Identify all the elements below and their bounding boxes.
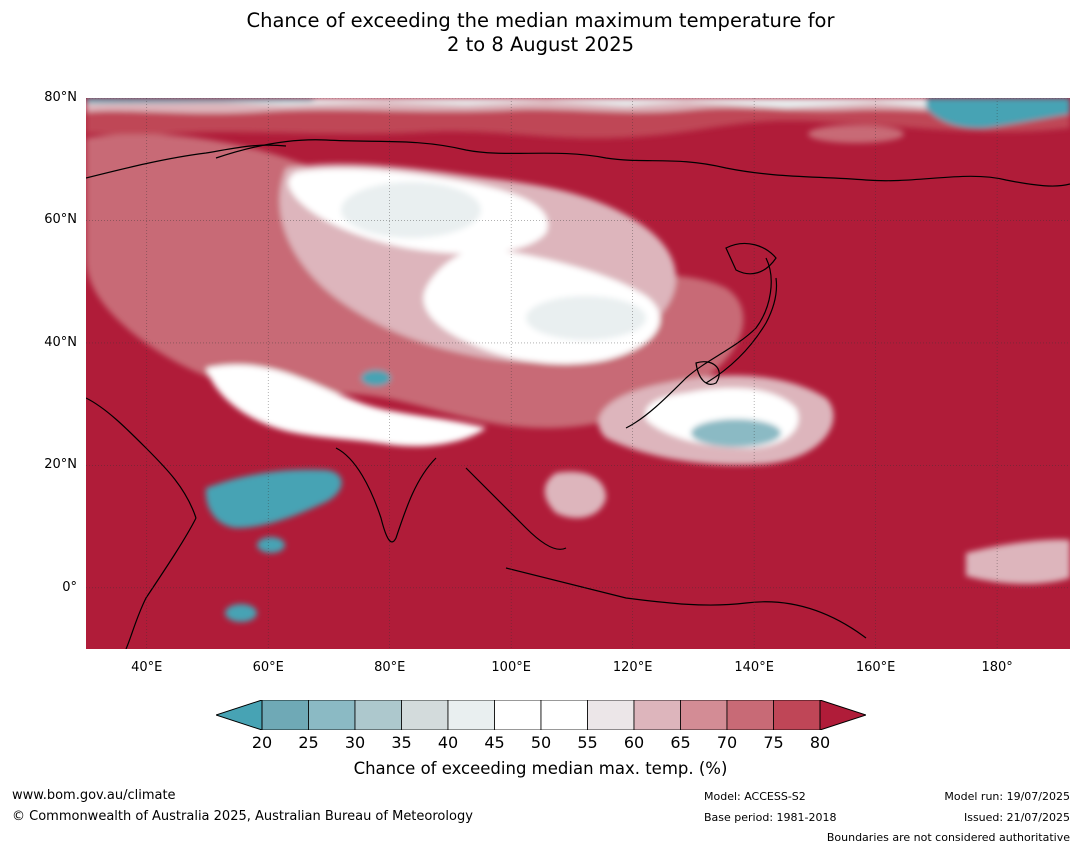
colorbar-cell-2 xyxy=(354,700,402,730)
arctic-band-40 xyxy=(86,98,1070,110)
coastline-okhotsk xyxy=(725,243,777,275)
lon-tick-label-6: 160°E xyxy=(855,660,896,675)
colorbar-cell-4 xyxy=(447,700,495,730)
chart-title-line-2: 2 to 8 August 2025 xyxy=(446,33,635,56)
map-canvas xyxy=(86,98,1070,649)
arabian-sea-cold-2 xyxy=(257,537,285,553)
colorbar-tick-10: 70 xyxy=(716,733,738,752)
lat-tick-label-1: 60°N xyxy=(44,212,77,228)
colorbar-cell-3 xyxy=(401,700,449,730)
arabian-sea-cold xyxy=(205,469,342,528)
colorbar-cell-1 xyxy=(308,700,356,730)
colorbar xyxy=(216,700,866,730)
philippine-sea-60 xyxy=(544,471,606,518)
lat-tick-label-3: 20°N xyxy=(44,457,77,473)
colorbar-tick-0: 20 xyxy=(251,733,273,752)
colorbar-tick-1: 25 xyxy=(298,733,319,752)
lat-tick-label-0: 80°N xyxy=(44,90,77,105)
tibet-50 xyxy=(206,364,486,447)
subtropics-cool xyxy=(691,419,781,447)
pacific-east-60 xyxy=(966,539,1070,584)
disclaimer-text: Boundaries are not considered authoritat… xyxy=(826,831,1070,844)
arctic-cold-east xyxy=(926,98,1070,129)
colorbar-tick-11: 75 xyxy=(763,733,784,752)
lon-tick-label-2: 80°E xyxy=(374,660,406,675)
colorbar-cell-9 xyxy=(680,700,728,730)
probability-field xyxy=(86,98,1070,622)
lon-tick-label-3: 100°E xyxy=(491,660,531,675)
coastline-arabia xyxy=(86,397,197,519)
mongolia-45 xyxy=(526,296,646,340)
website-link[interactable]: www.bom.gov.au/climate xyxy=(12,788,176,803)
coastline-east-africa xyxy=(125,517,197,649)
graticule xyxy=(86,98,1070,649)
coastline-india xyxy=(335,447,437,543)
colorbar-tick-8: 60 xyxy=(623,733,645,752)
colorbar-label: Chance of exceeding median max. temp. (%… xyxy=(353,759,728,778)
issued-text: Issued: 21/07/2025 xyxy=(963,811,1070,824)
model-run-text: Model run: 19/07/2025 xyxy=(944,790,1070,803)
probability-map xyxy=(86,98,1070,649)
colorbar-over-triangle xyxy=(819,700,866,730)
colorbar-cell-7 xyxy=(587,700,635,730)
colorbar-cell-8 xyxy=(633,700,681,730)
lon-tick-label-0: 40°E xyxy=(131,660,163,675)
model-text: Model: ACCESS-S2 xyxy=(704,790,806,803)
lon-tick-label-1: 60°E xyxy=(252,660,284,675)
colorbar-cell-11 xyxy=(773,700,821,730)
colorbar-tick-9: 65 xyxy=(670,733,691,752)
colorbar-cell-6 xyxy=(540,700,588,730)
west-siberia-45 xyxy=(341,182,481,238)
copyright-text: © Commonwealth of Australia 2025, Austra… xyxy=(12,809,473,824)
coastline-east-asia xyxy=(625,257,772,429)
coastline-arctic xyxy=(215,139,1070,187)
colorbar-cells xyxy=(261,700,821,730)
east-siberia-patch xyxy=(808,125,904,143)
indian-ocean-cold xyxy=(225,604,257,622)
base-period-text: Base period: 1981-2018 xyxy=(704,811,837,824)
coastlines xyxy=(86,139,1070,649)
arctic-cold-west xyxy=(86,98,316,103)
lon-tick-label-7: 180° xyxy=(981,660,1013,675)
colorbar-tick-5: 45 xyxy=(484,733,505,752)
lat-tick-label-2: 40°N xyxy=(44,334,77,350)
colorbar-tick-2: 30 xyxy=(344,733,366,752)
colorbar-tick-4: 40 xyxy=(437,733,459,752)
coastline-europe xyxy=(86,144,287,179)
lon-tick-label-4: 120°E xyxy=(612,660,653,675)
lat-tick-label-4: 0° xyxy=(62,579,77,595)
colorbar-tick-7: 55 xyxy=(577,733,598,752)
coastline-indonesia xyxy=(505,567,867,639)
tibet-cold xyxy=(361,370,391,386)
coastline-korea xyxy=(695,361,720,385)
colorbar-cell-0 xyxy=(261,700,309,730)
coastline-indochina xyxy=(465,467,567,550)
colorbar-tick-6: 50 xyxy=(530,733,552,752)
coastline-japan xyxy=(705,277,778,384)
colorbar-cell-5 xyxy=(494,700,542,730)
colorbar-cell-10 xyxy=(726,700,774,730)
colorbar-tick-3: 35 xyxy=(391,733,412,752)
chart-title-line-1: Chance of exceeding the median maximum t… xyxy=(246,9,835,32)
colorbar-tick-12: 80 xyxy=(809,733,831,752)
colorbar-under-triangle xyxy=(216,700,263,730)
lon-tick-label-5: 140°E xyxy=(734,660,774,675)
